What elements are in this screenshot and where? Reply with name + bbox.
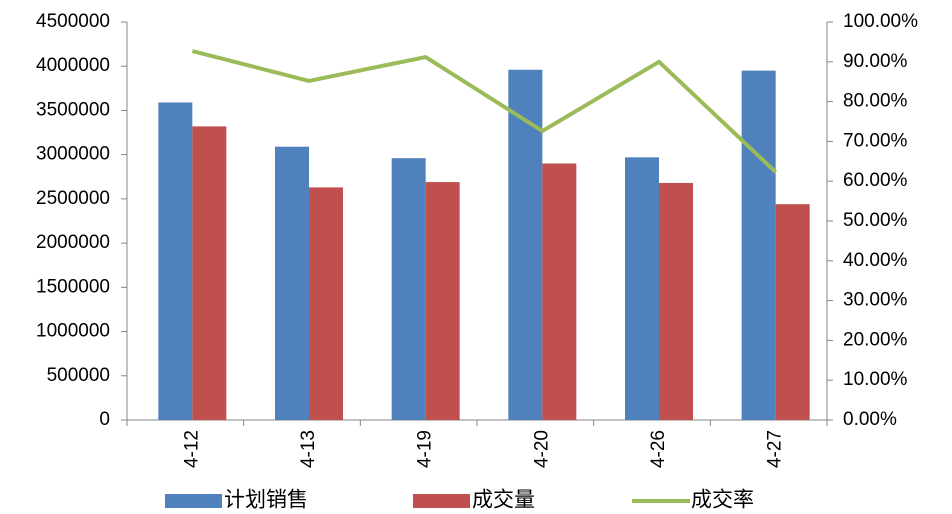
x-tick-label: 4-26 bbox=[648, 430, 669, 468]
y2-tick-label: 60.00% bbox=[843, 170, 908, 191]
y-tick-label: 4500000 bbox=[36, 11, 110, 32]
bar bbox=[391, 158, 426, 420]
y2-tick-label: 80.00% bbox=[843, 91, 908, 112]
y2-tick-label: 20.00% bbox=[843, 329, 908, 350]
legend-swatch bbox=[165, 494, 222, 508]
y2-tick-label: 30.00% bbox=[843, 290, 908, 311]
y-tick-label: 3500000 bbox=[36, 99, 110, 120]
y2-tick-label: 40.00% bbox=[843, 250, 908, 271]
x-tick-label: 4-19 bbox=[415, 430, 436, 468]
bar bbox=[659, 182, 693, 420]
bar bbox=[192, 126, 227, 420]
y-tick-label: 1000000 bbox=[36, 321, 110, 342]
y-tick-label: 0 bbox=[99, 409, 110, 430]
bar bbox=[741, 70, 776, 421]
line bbox=[191, 49, 778, 174]
y-tick-label: 4000000 bbox=[36, 55, 110, 76]
bar bbox=[158, 102, 193, 421]
y2-tick-label: 90.00% bbox=[843, 51, 908, 72]
bar bbox=[775, 204, 810, 420]
y2-tick-label: 10.00% bbox=[843, 369, 908, 390]
y2-tick-label: 50.00% bbox=[843, 210, 908, 231]
y-tick-label: 1500000 bbox=[36, 276, 110, 297]
bar bbox=[275, 146, 309, 420]
y-tick-label: 2500000 bbox=[36, 188, 110, 209]
y2-tick-label: 0.00% bbox=[843, 409, 897, 430]
legend-swatch bbox=[413, 494, 470, 508]
x-tick-label: 4-20 bbox=[531, 430, 552, 468]
y-tick-label: 3000000 bbox=[36, 144, 110, 165]
y-tick-label: 500000 bbox=[47, 365, 110, 386]
legend-label: 成交量 bbox=[472, 489, 535, 512]
y2-tick-label: 100.00% bbox=[843, 11, 918, 32]
y2-tick-label: 70.00% bbox=[843, 130, 908, 151]
y-tick-label: 2000000 bbox=[36, 232, 110, 253]
bar bbox=[542, 163, 577, 420]
x-tick-label: 4-27 bbox=[765, 430, 786, 468]
x-tick-label: 4-13 bbox=[298, 430, 319, 468]
bar bbox=[625, 157, 659, 420]
legend-label: 计划销售 bbox=[224, 489, 308, 512]
x-tick-label: 4-12 bbox=[181, 430, 202, 468]
bar bbox=[425, 182, 460, 420]
bar bbox=[309, 187, 343, 420]
legend-label: 成交率 bbox=[691, 489, 754, 512]
